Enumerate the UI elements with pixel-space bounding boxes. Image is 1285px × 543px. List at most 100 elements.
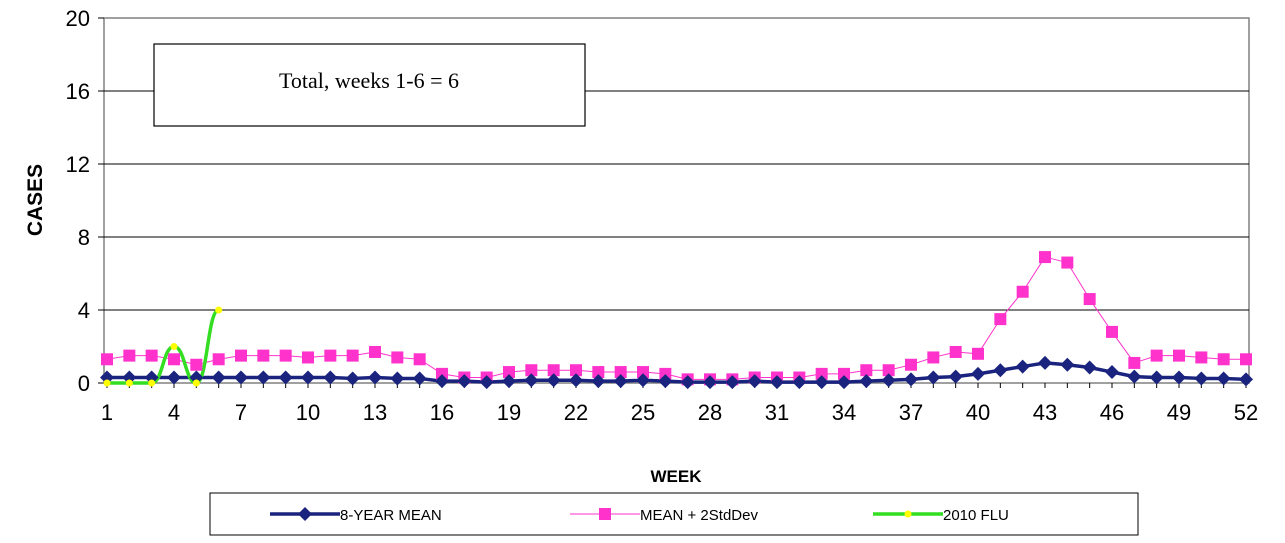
x-tick-label: 25: [631, 400, 655, 425]
data-point-s0-w4: [167, 370, 181, 385]
data-point-s1-w37: [905, 358, 917, 371]
data-point-s0-w45: [1082, 360, 1097, 375]
data-point-s0-w13: [368, 370, 382, 385]
data-point-s1-w13: [369, 345, 381, 358]
data-point-s1-w22: [570, 364, 582, 377]
data-point-s1-w26: [659, 367, 672, 380]
data-point-s0-w32: [792, 375, 807, 390]
data-point-s0-w35: [859, 374, 874, 389]
data-point-s0-w30: [747, 374, 762, 389]
data-point-s1-w10: [302, 351, 314, 364]
x-tick-label: 16: [430, 400, 454, 425]
data-point-s0-w44: [1060, 357, 1075, 372]
data-point-s1-w42: [1016, 285, 1029, 298]
data-point-s2-w1: [103, 379, 111, 387]
data-point-s0-w48: [1149, 370, 1164, 385]
data-point-s1-w38: [927, 351, 940, 364]
data-point-s1-w33: [815, 367, 828, 380]
data-point-s1-w36: [882, 364, 895, 377]
legend-label-0: 8-YEAR MEAN: [340, 507, 442, 524]
data-point-s1-w3: [145, 349, 158, 362]
x-tick-label: 49: [1167, 400, 1191, 425]
x-tick-labels: 1 4 7 10 13 16 19 22 25 28 31 34 37 40 43 46 49 52: [101, 400, 1258, 425]
data-point-s0-w28: [703, 375, 717, 390]
data-point-s1-w35: [860, 364, 873, 377]
y-tick-labels: 0 4 8 12 16 20: [66, 6, 90, 396]
data-point-s1-w1: [101, 353, 113, 366]
data-point-s1-w24: [614, 366, 627, 379]
data-point-s0-w1: [100, 370, 114, 385]
legend-marker-1: [599, 508, 611, 520]
y-tick-label: 20: [66, 6, 90, 31]
data-point-s1-w52: [1240, 353, 1252, 366]
data-point-s1-w43: [1039, 251, 1051, 264]
x-axis-title: WEEK: [651, 467, 703, 486]
data-point-s0-w2: [122, 370, 137, 385]
y-tick-label: 16: [66, 79, 90, 104]
data-point-s0-w29: [725, 375, 740, 390]
data-point-s1-w20: [525, 364, 538, 377]
data-point-s0-w38: [926, 370, 941, 385]
x-tick-label: 7: [235, 400, 247, 425]
y-tick-label: 0: [78, 371, 90, 396]
x-tick-label: 43: [1033, 400, 1057, 425]
data-point-s0-w42: [1015, 359, 1030, 374]
data-point-s0-w21: [546, 373, 561, 388]
data-point-s0-w49: [1172, 370, 1186, 385]
data-point-s0-w34: [837, 375, 851, 390]
data-point-s1-w50: [1195, 351, 1208, 364]
data-point-s1-w39: [949, 345, 962, 358]
series-line-1: [106, 256, 1246, 380]
data-point-s0-w9: [278, 370, 293, 385]
data-point-s0-w52: [1239, 372, 1253, 387]
y-tick-label: 12: [66, 152, 90, 177]
data-point-s0-w37: [904, 372, 918, 387]
x-tick-label: 52: [1234, 400, 1258, 425]
data-point-s1-w14: [391, 351, 404, 364]
data-point-s1-w41: [994, 313, 1007, 326]
data-point-s0-w46: [1105, 365, 1119, 380]
data-point-s1-w45: [1083, 293, 1096, 306]
data-point-s1-w21: [547, 364, 560, 377]
data-point-s2-w4: [170, 343, 178, 350]
data-point-s0-w8: [256, 370, 271, 385]
data-point-s0-w27: [680, 375, 695, 390]
data-point-s1-w34: [838, 367, 850, 380]
x-tick-label: 31: [765, 400, 789, 425]
data-point-s0-w25: [636, 373, 650, 388]
y-tick-label: 8: [78, 225, 90, 250]
data-point-s0-w40: [971, 366, 985, 381]
data-point-s0-w17: [457, 374, 472, 389]
annotation-box: Total, weeks 1-6 = 6: [153, 43, 586, 127]
data-point-s0-w18: [479, 375, 494, 390]
legend-marker-2: [904, 510, 912, 518]
x-tick-label: 37: [899, 400, 923, 425]
data-point-s0-w16: [435, 374, 449, 389]
data-point-s0-w6: [211, 370, 226, 385]
data-point-s1-w12: [346, 349, 359, 362]
data-point-s1-w9: [279, 349, 292, 362]
data-point-s1-w8: [257, 349, 270, 362]
data-point-s0-w51: [1216, 371, 1231, 386]
x-tick-label: 10: [296, 400, 320, 425]
data-point-s0-w33: [814, 375, 829, 390]
data-point-s0-w10: [301, 370, 315, 385]
data-point-s0-w12: [345, 371, 360, 386]
data-point-s0-w22: [569, 373, 583, 388]
legend-label-1: MEAN + 2StdDev: [640, 507, 758, 524]
data-point-s0-w39: [948, 369, 963, 384]
data-point-s0-w47: [1127, 369, 1142, 384]
x-tick-label: 4: [168, 400, 180, 425]
data-point-s0-w23: [591, 374, 606, 389]
data-point-s0-w41: [993, 363, 1008, 378]
y-tick-label: 4: [78, 298, 90, 323]
x-tick-label: 46: [1100, 400, 1124, 425]
x-tick-label: 1: [101, 400, 113, 425]
data-point-s1-w51: [1217, 353, 1230, 366]
data-point-s1-w16: [436, 367, 448, 380]
x-tick-label: 22: [564, 400, 588, 425]
data-point-s2-w3: [148, 379, 156, 387]
data-point-s1-w23: [592, 366, 605, 379]
data-point-s1-w15: [413, 353, 426, 366]
